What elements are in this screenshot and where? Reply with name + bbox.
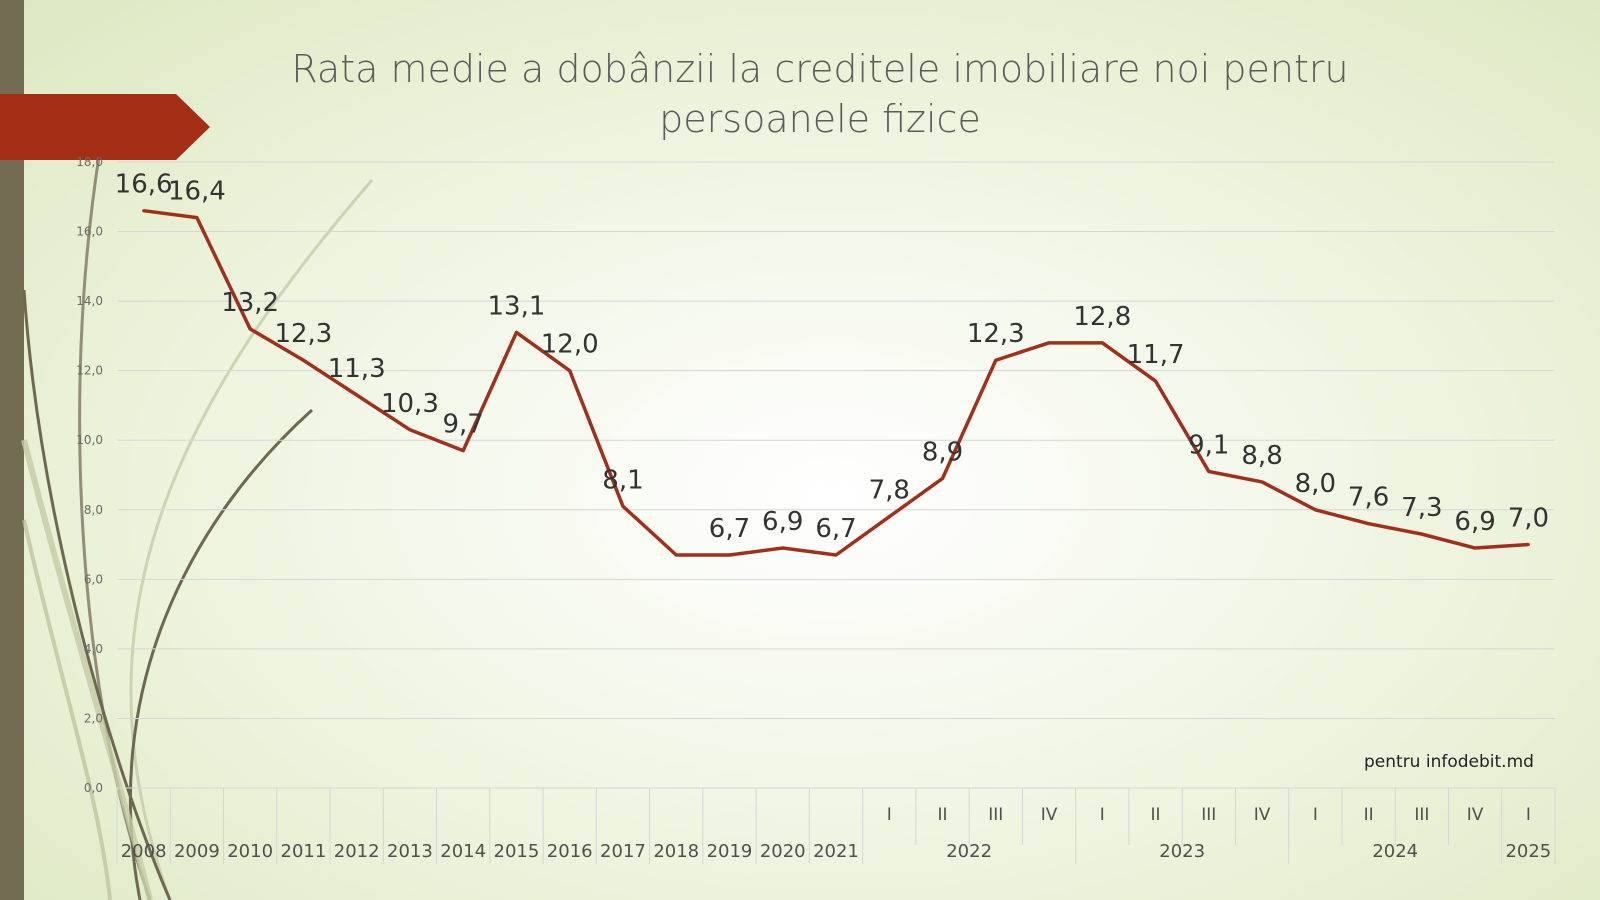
y-tick-label: 14,0: [76, 294, 103, 308]
chart-title-line2: persoanele fizice: [659, 97, 981, 141]
data-point: [461, 449, 465, 453]
y-tick-label: 8,0: [84, 503, 103, 517]
data-point: [1473, 546, 1477, 550]
data-label: 13,2: [221, 288, 279, 318]
data-point: [1367, 522, 1371, 526]
year-label: 2013: [387, 841, 433, 862]
year-label: 2008: [121, 841, 167, 862]
y-tick-label: 4,0: [84, 642, 103, 656]
data-point: [621, 504, 625, 508]
source-credit: pentru infodebit.md: [1364, 752, 1534, 772]
year-label: 2012: [334, 841, 380, 862]
data-label: 7,6: [1348, 483, 1389, 513]
data-label: 6,9: [762, 507, 803, 537]
year-label: 2016: [547, 841, 593, 862]
y-tick-label: 2,0: [84, 711, 103, 725]
data-point: [994, 358, 998, 362]
year-label: 2009: [174, 841, 220, 862]
data-point: [301, 358, 305, 362]
data-label: 12,0: [541, 330, 599, 360]
quarter-label: I: [1526, 805, 1531, 825]
quarter-label: III: [1414, 805, 1429, 825]
data-point: [514, 330, 518, 334]
y-tick-label: 6,0: [84, 572, 103, 586]
data-label: 12,3: [274, 319, 332, 349]
data-label: 12,3: [967, 319, 1025, 349]
year-label: 2018: [653, 841, 699, 862]
quarter-label: II: [1364, 805, 1374, 825]
year-label: 2021: [813, 841, 859, 862]
data-label: 16,6: [115, 170, 173, 200]
data-label: 8,1: [602, 465, 643, 495]
data-label: 9,1: [1188, 431, 1229, 461]
quarter-label: I: [1313, 805, 1318, 825]
year-label: 2014: [440, 841, 486, 862]
data-point: [674, 553, 678, 557]
quarter-label: III: [1201, 805, 1216, 825]
data-point: [142, 209, 146, 213]
data-label: 7,8: [869, 476, 910, 506]
quarter-label: III: [988, 805, 1003, 825]
group-year-label: 2025: [1505, 841, 1551, 862]
year-label: 2015: [494, 841, 540, 862]
data-point: [408, 428, 412, 432]
data-point: [568, 369, 572, 373]
year-label: 2011: [281, 841, 327, 862]
year-label: 2017: [600, 841, 646, 862]
year-label: 2020: [760, 841, 806, 862]
group-year-label: 2023: [1159, 841, 1205, 862]
data-label: 8,9: [922, 437, 963, 467]
data-label: 9,7: [443, 410, 484, 440]
year-label: 2019: [707, 841, 753, 862]
data-label: 11,7: [1127, 340, 1185, 370]
y-tick-label: 10,0: [76, 433, 103, 447]
data-label: 12,8: [1073, 302, 1131, 332]
quarter-label: II: [1151, 805, 1161, 825]
data-label: 10,3: [381, 389, 439, 419]
data-label: 16,4: [168, 177, 226, 207]
data-point: [834, 553, 838, 557]
data-label: 6,9: [1454, 507, 1495, 537]
chart-title: Rata medie a dobânzii la creditele imobi…: [200, 44, 1440, 144]
data-point: [1154, 379, 1158, 383]
quarter-label: IV: [1041, 805, 1058, 825]
data-point: [1420, 532, 1424, 536]
data-point: [887, 515, 891, 519]
data-point: [727, 553, 731, 557]
data-label: 11,3: [328, 354, 386, 384]
data-label: 7,3: [1401, 493, 1442, 523]
data-point: [1207, 470, 1211, 474]
quarter-label: I: [1100, 805, 1105, 825]
quarter-label: I: [887, 805, 892, 825]
chart-title-line1: Rata medie a dobânzii la creditele imobi…: [291, 47, 1349, 91]
data-point: [1260, 480, 1264, 484]
y-tick-label: 0,0: [84, 781, 103, 795]
data-point: [1047, 341, 1051, 345]
y-tick-label: 18,0: [76, 155, 103, 169]
y-tick-label: 12,0: [76, 364, 103, 378]
data-point: [941, 476, 945, 480]
data-label: 6,7: [709, 514, 750, 544]
group-year-label: 2024: [1372, 841, 1418, 862]
year-label: 2010: [227, 841, 273, 862]
quarter-label: II: [938, 805, 948, 825]
data-point: [355, 393, 359, 397]
data-label: 8,0: [1295, 469, 1336, 499]
data-label: 7,0: [1508, 504, 1549, 534]
group-year-label: 2022: [946, 841, 992, 862]
data-point: [1100, 341, 1104, 345]
data-point: [1526, 543, 1530, 547]
data-point: [781, 546, 785, 550]
data-point: [248, 327, 252, 331]
y-tick-label: 16,0: [76, 225, 103, 239]
data-point: [1313, 508, 1317, 512]
data-label: 8,8: [1241, 441, 1282, 471]
quarter-label: IV: [1254, 805, 1271, 825]
data-point: [195, 216, 199, 220]
quarter-label: IV: [1467, 805, 1484, 825]
data-label: 6,7: [815, 514, 856, 544]
accent-arrow-shape: [0, 94, 210, 160]
data-label: 13,1: [487, 291, 545, 321]
